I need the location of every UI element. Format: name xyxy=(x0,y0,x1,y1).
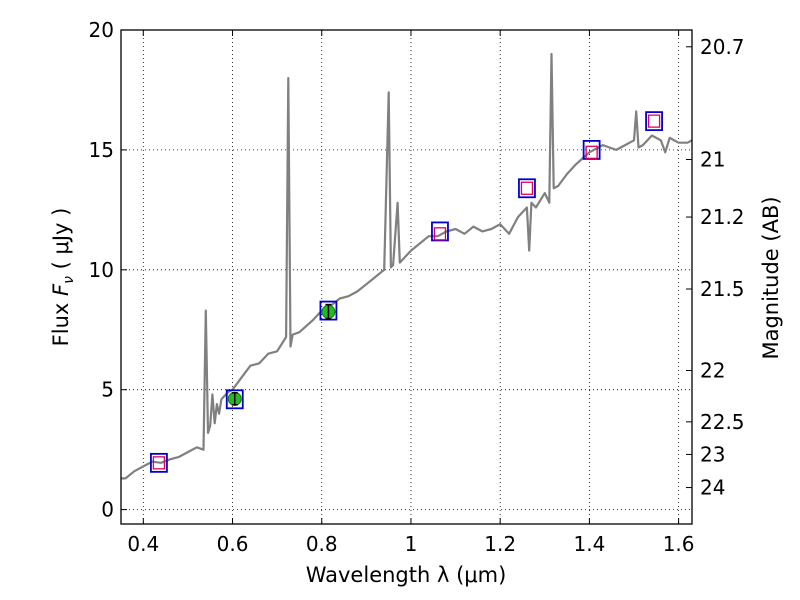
y2-tick-label: 23 xyxy=(700,442,725,466)
observed-limit-marker xyxy=(152,456,166,470)
y2-tick-label: 20.7 xyxy=(700,35,745,59)
plot-frame xyxy=(120,29,693,525)
model-point-marker xyxy=(150,452,168,473)
observed-limit-marker xyxy=(520,181,534,195)
y-tick-label: 20 xyxy=(89,18,114,42)
x-tick-label: 1.2 xyxy=(484,532,516,556)
y2-tick-label: 22 xyxy=(700,359,725,383)
observed-limit-marker xyxy=(647,114,661,128)
y2-tick-label: 24 xyxy=(700,476,725,500)
plot-background xyxy=(121,30,692,524)
y-axis-title: Flux Fν ( μJy ) xyxy=(49,208,77,347)
observed-limit-marker xyxy=(433,227,447,241)
y2-tick-label: 22.5 xyxy=(700,410,745,434)
x-tick-label: 0.4 xyxy=(127,532,159,556)
x-tick-label: 1 xyxy=(405,532,418,556)
y-tick-label: 15 xyxy=(89,138,114,162)
tick-labels: 0.4 0.6 0.8 1 1.2 1.4 1.6 0 5 10 15 20 20.7 21 21.2 21.… xyxy=(89,18,745,556)
y2-axis-title: Magnitude (AB) xyxy=(759,196,783,359)
y2-tick-label: 21 xyxy=(700,147,725,171)
y-tick-label: 5 xyxy=(101,378,114,402)
spectrum-line-group xyxy=(121,52,693,480)
model-point-marker xyxy=(518,178,536,199)
y-tick-label: 0 xyxy=(101,498,114,522)
x-tick-label: 0.8 xyxy=(306,532,338,556)
axis-ticks xyxy=(121,29,692,524)
model-point-marker xyxy=(225,389,244,410)
y2-tick-label: 21.5 xyxy=(700,277,745,301)
model-point-marker xyxy=(645,111,663,132)
x-tick-label: 1.4 xyxy=(573,532,605,556)
photometry-markers xyxy=(150,111,663,473)
x-tick-label: 1.6 xyxy=(663,532,695,556)
y-tick-label: 10 xyxy=(89,258,114,282)
spectrum-line xyxy=(121,52,693,480)
y2-tick-label: 21.2 xyxy=(700,205,745,229)
x-tick-label: 0.6 xyxy=(217,532,249,556)
x-axis-title: Wavelength λ (μm) xyxy=(306,563,507,587)
observed-limit-marker xyxy=(585,145,598,159)
